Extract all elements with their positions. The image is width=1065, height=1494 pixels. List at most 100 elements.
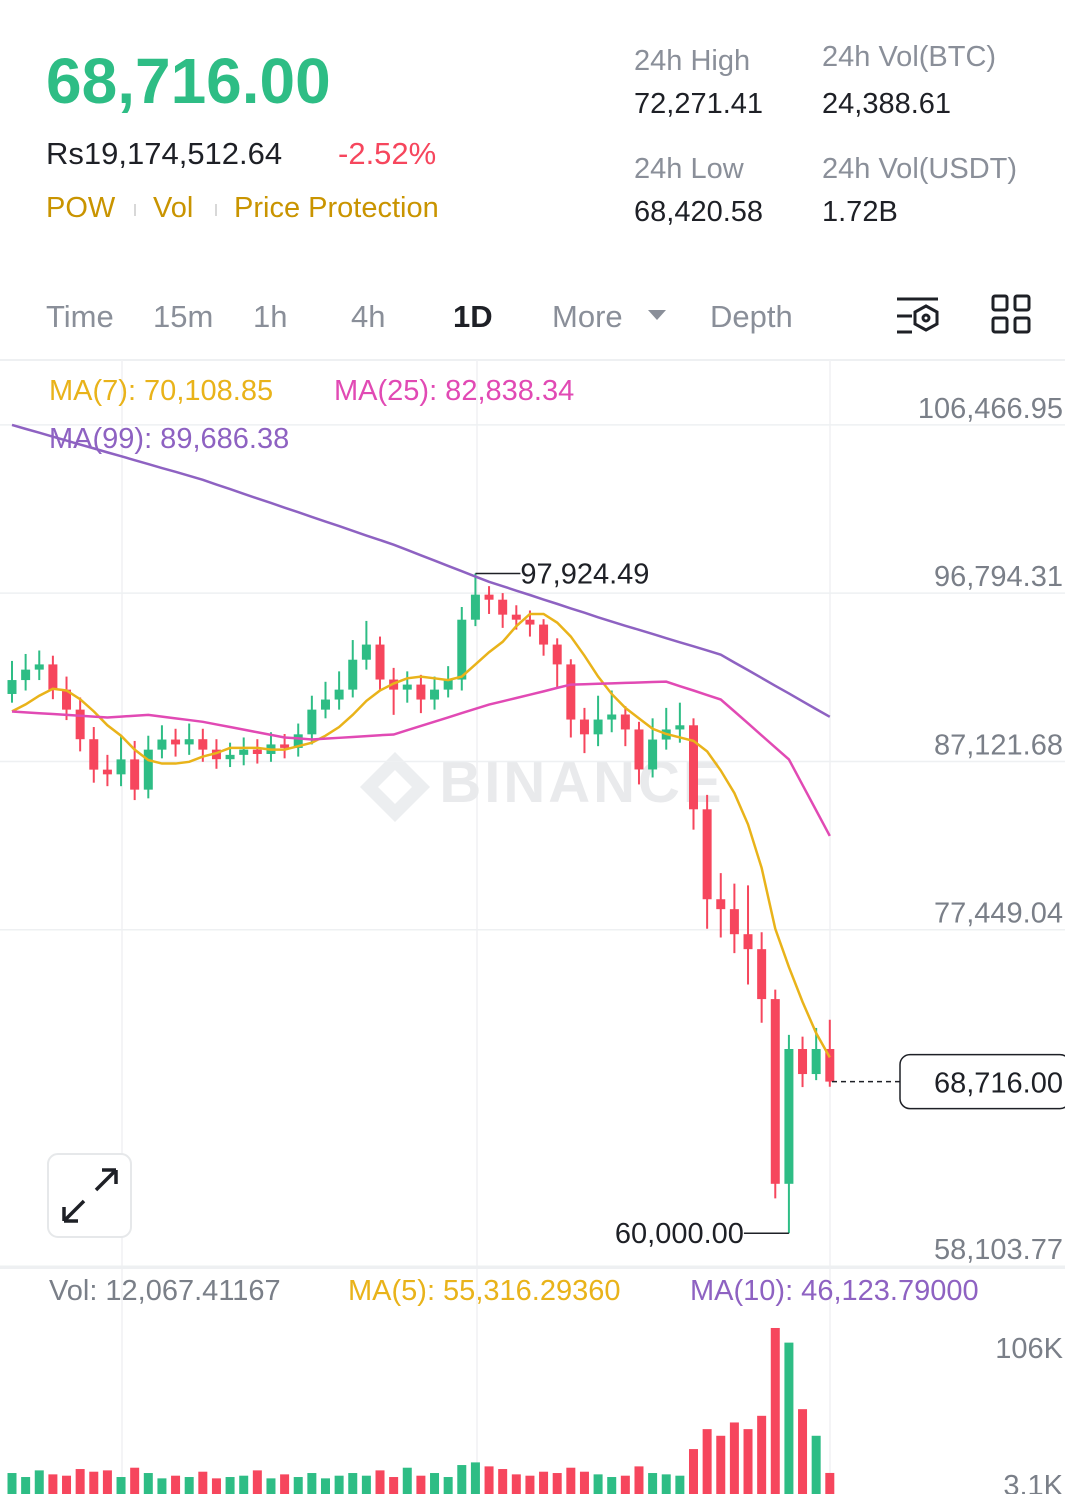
tag[interactable]: Vol <box>153 192 193 224</box>
volume-bar <box>430 1473 440 1494</box>
volume-bar <box>552 1473 562 1494</box>
tab[interactable]: 15m <box>153 299 213 334</box>
tab[interactable]: 1h <box>253 299 287 334</box>
volume-bar <box>634 1466 644 1494</box>
tab[interactable]: More <box>552 299 623 334</box>
candle-body <box>75 709 85 740</box>
fiat-price: Rs19,174,512.64 <box>46 136 282 171</box>
stat-label: 24h Low <box>634 153 745 185</box>
candle-body <box>320 699 330 710</box>
candle-body <box>7 680 17 694</box>
volume-bar <box>89 1471 99 1494</box>
volume-bar <box>498 1469 508 1494</box>
candle-body <box>825 1049 835 1082</box>
tab[interactable]: Time <box>46 299 114 334</box>
annotation: 60,000.00 <box>615 1218 744 1250</box>
tag[interactable]: POW <box>46 192 116 224</box>
ma-legend: MA(25): 82,838.34 <box>334 375 574 407</box>
fullscreen-button[interactable] <box>47 1153 132 1238</box>
candle-body <box>89 739 99 770</box>
stat-value: 1.72B <box>822 196 898 228</box>
volume-bar <box>143 1473 153 1494</box>
volume-bar <box>252 1470 262 1494</box>
volume-bar <box>402 1467 412 1494</box>
candle-body <box>757 949 767 1000</box>
layout-icon[interactable] <box>991 294 1031 334</box>
volume-bar <box>116 1477 126 1494</box>
candle-body <box>648 739 658 770</box>
volume-bar <box>307 1473 317 1494</box>
candle-body <box>62 689 72 710</box>
volume-bar <box>184 1477 194 1494</box>
volume-bar <box>348 1473 358 1494</box>
volume-bar <box>811 1435 821 1494</box>
change: -2.52% <box>338 136 436 171</box>
annotation: 97,924.49 <box>520 559 649 591</box>
volume-bar <box>62 1475 72 1494</box>
candle-body <box>689 725 698 810</box>
candle-body <box>552 644 562 665</box>
candle-body <box>171 739 181 745</box>
candle-body <box>116 759 126 775</box>
tab[interactable]: 4h <box>351 299 385 334</box>
volume-bar <box>457 1465 467 1494</box>
candle-body <box>579 719 589 735</box>
candle-body <box>798 1049 808 1075</box>
candle-body <box>416 684 426 700</box>
y-tick-label: 106,466.95 <box>918 393 1063 425</box>
candle-body <box>21 669 31 681</box>
volume-bar <box>102 1470 112 1494</box>
volume-bar <box>566 1467 576 1494</box>
volume-bar <box>607 1477 617 1494</box>
stat-value: 72,271.41 <box>634 88 763 120</box>
candle-body <box>443 679 453 690</box>
candle-body <box>348 659 358 690</box>
candle-body <box>130 759 140 790</box>
volume-bar <box>798 1409 808 1494</box>
volume-bar <box>770 1327 780 1494</box>
stat-label: 24h Vol(USDT) <box>822 153 1017 185</box>
candle-body <box>280 744 290 748</box>
ma-line <box>11 680 831 837</box>
settings-icon[interactable] <box>897 297 939 334</box>
volume-bar <box>361 1475 371 1494</box>
volume-bar <box>757 1415 767 1494</box>
volume-bar <box>416 1475 426 1494</box>
tab[interactable]: 1D <box>453 299 493 334</box>
candle-body <box>525 619 535 625</box>
volume-bar <box>484 1466 494 1494</box>
ma-legend: MA(99): 89,686.38 <box>49 423 289 455</box>
volume-bar <box>225 1477 235 1494</box>
candle-body <box>743 934 753 950</box>
tag[interactable]: Price Protection <box>234 192 439 224</box>
candle-body <box>198 739 208 750</box>
volume-bar <box>21 1477 31 1494</box>
volume-bar <box>539 1471 549 1494</box>
volume-bar <box>620 1475 630 1494</box>
candle-body <box>498 599 508 615</box>
tab[interactable]: Depth <box>710 299 793 334</box>
candle-body <box>784 1049 794 1184</box>
candle-body <box>607 714 617 720</box>
volume-bar <box>470 1462 480 1494</box>
volume-bar <box>198 1471 208 1494</box>
volume-bar <box>266 1478 276 1494</box>
volume-bar <box>211 1478 221 1494</box>
volume-bar <box>443 1477 453 1494</box>
candle-body <box>361 644 371 660</box>
stat-label: 24h High <box>634 45 750 77</box>
candle-body <box>702 809 712 900</box>
candle-body <box>634 729 644 770</box>
volume-legend: MA(10): 46,123.79000 <box>690 1275 979 1307</box>
candle-body <box>566 664 576 720</box>
volume-legend: Vol: 12,067.41167 <box>49 1275 281 1307</box>
candle-body <box>211 749 221 760</box>
volume-bar <box>729 1422 739 1494</box>
volume-bar <box>511 1474 521 1494</box>
candle-body <box>102 769 112 775</box>
volume-bar <box>48 1474 58 1494</box>
volume-bar <box>171 1475 181 1494</box>
volume-bar <box>825 1472 835 1494</box>
volume-bar <box>34 1470 44 1494</box>
candle-body <box>334 689 344 700</box>
